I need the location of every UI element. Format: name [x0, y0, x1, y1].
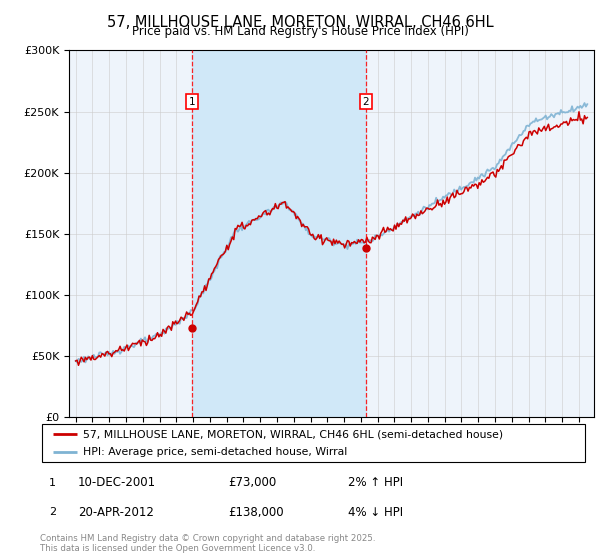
Text: Contains HM Land Registry data © Crown copyright and database right 2025.
This d: Contains HM Land Registry data © Crown c…: [40, 534, 376, 553]
Text: Price paid vs. HM Land Registry's House Price Index (HPI): Price paid vs. HM Land Registry's House …: [131, 25, 469, 38]
Text: 20-APR-2012: 20-APR-2012: [78, 506, 154, 519]
FancyBboxPatch shape: [42, 424, 585, 462]
Text: 1: 1: [189, 97, 196, 107]
Text: 57, MILLHOUSE LANE, MORETON, WIRRAL, CH46 6HL: 57, MILLHOUSE LANE, MORETON, WIRRAL, CH4…: [107, 15, 493, 30]
Bar: [192, 50, 366, 417]
Text: 1: 1: [49, 478, 56, 488]
Text: 10-DEC-2001: 10-DEC-2001: [78, 476, 156, 489]
Text: 4% ↓ HPI: 4% ↓ HPI: [348, 506, 403, 519]
Text: 57, MILLHOUSE LANE, MORETON, WIRRAL, CH46 6HL (semi-detached house): 57, MILLHOUSE LANE, MORETON, WIRRAL, CH4…: [83, 429, 503, 439]
Text: HPI: Average price, semi-detached house, Wirral: HPI: Average price, semi-detached house,…: [83, 447, 347, 457]
Text: 2: 2: [49, 507, 56, 517]
Text: £73,000: £73,000: [228, 476, 276, 489]
Text: 2: 2: [362, 97, 369, 107]
Text: 2% ↑ HPI: 2% ↑ HPI: [348, 476, 403, 489]
Text: £138,000: £138,000: [228, 506, 284, 519]
